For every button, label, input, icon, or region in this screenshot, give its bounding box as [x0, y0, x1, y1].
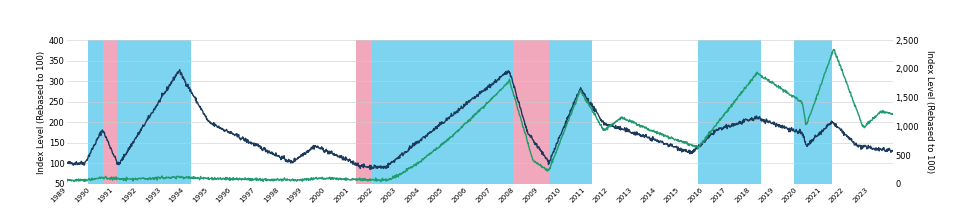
Bar	[103, 40, 118, 184]
Bar	[514, 40, 549, 184]
Bar	[88, 40, 191, 184]
Bar	[549, 40, 592, 184]
Bar	[356, 40, 372, 184]
Y-axis label: Index Level (Rebased to 100): Index Level (Rebased to 100)	[924, 50, 934, 174]
Bar	[698, 40, 761, 184]
Y-axis label: Index Level (Rebased to 100): Index Level (Rebased to 100)	[36, 50, 46, 174]
Bar	[372, 40, 514, 184]
Bar	[795, 40, 832, 184]
